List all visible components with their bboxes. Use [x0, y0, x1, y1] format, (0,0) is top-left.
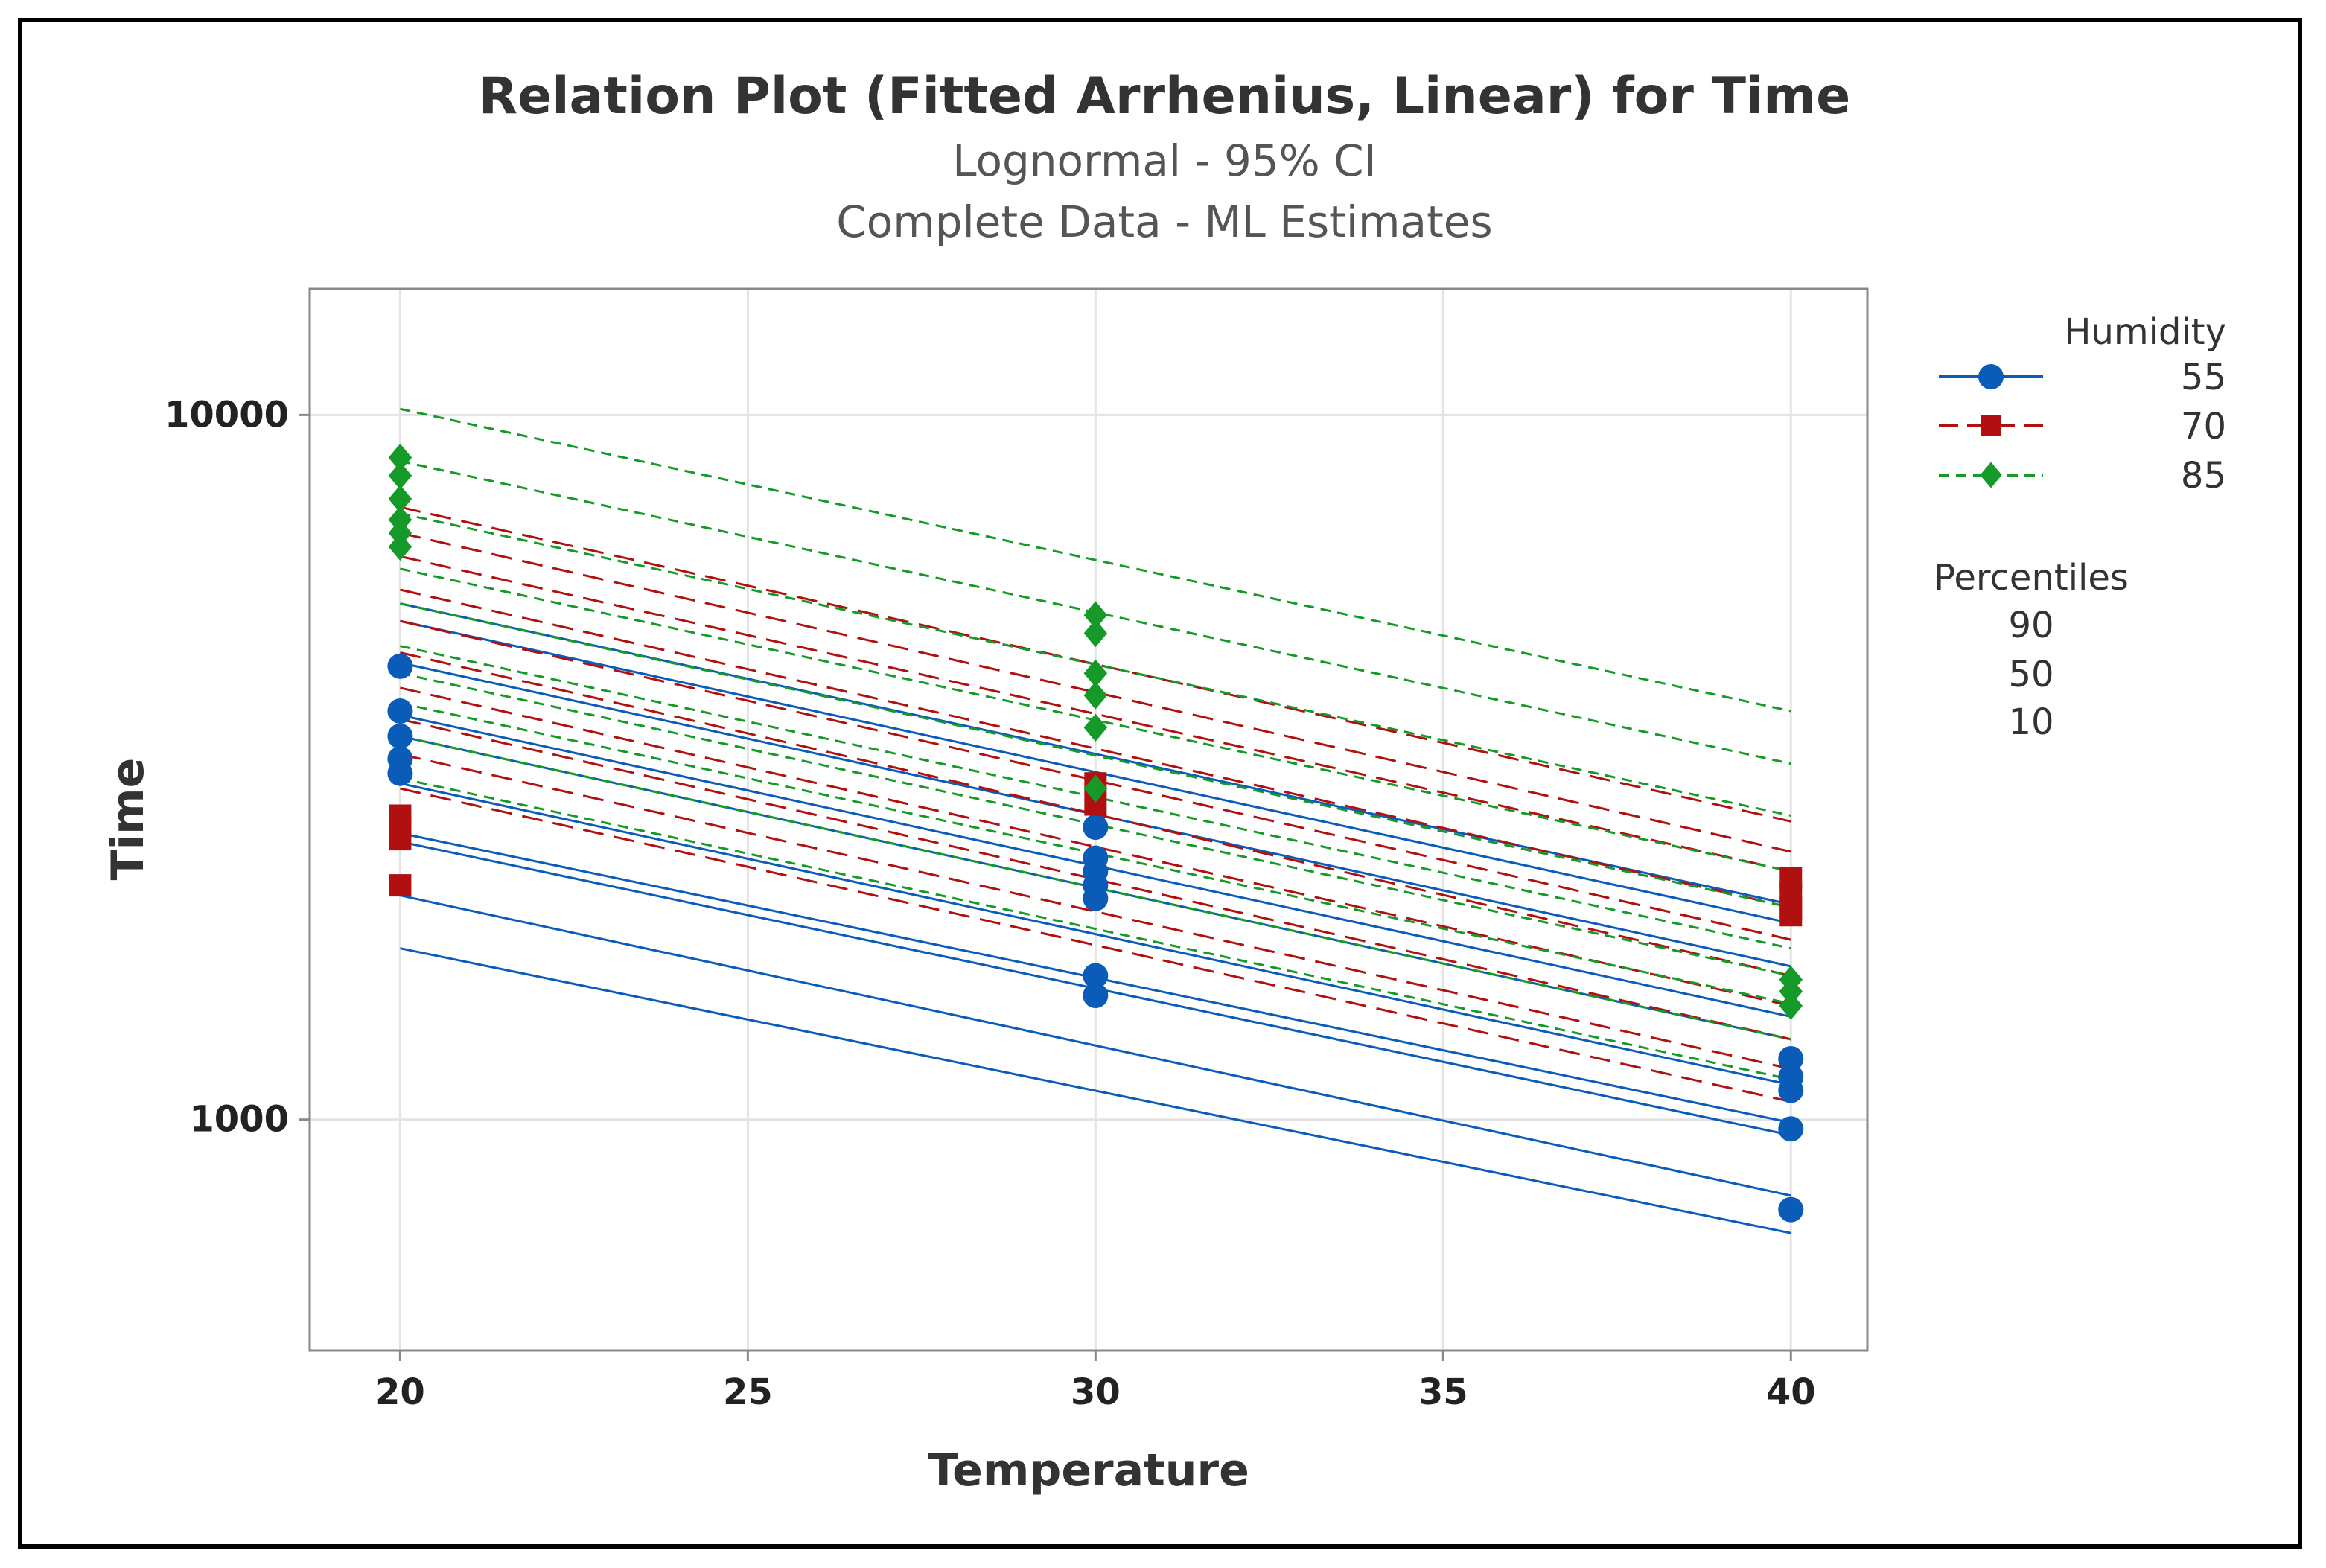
data-point-70: [389, 828, 412, 851]
data-point-55: [1778, 1196, 1804, 1223]
data-point-55: [1083, 814, 1109, 840]
legend-marker-85: [1980, 462, 2002, 488]
fitted-line-55: [400, 947, 1791, 1234]
fitted-line-55: [400, 782, 1791, 1086]
fitted-line-85: [400, 407, 1791, 713]
fitted-line-70: [400, 651, 1791, 977]
fitted-line-70: [400, 718, 1791, 1041]
y-tick-label: 10000: [165, 394, 289, 436]
data-point-85: [1083, 774, 1108, 803]
fitted-line-70: [400, 588, 1791, 909]
data-point-55: [1083, 885, 1109, 911]
fitted-line-85: [400, 777, 1791, 1081]
data-point-55: [387, 760, 413, 786]
legend-label-55: 55: [2181, 357, 2226, 398]
data-point-85: [388, 485, 412, 513]
x-tick-label: 25: [723, 1371, 773, 1413]
y-axis-label: Time: [102, 758, 154, 881]
data-points: [387, 443, 1804, 1223]
legend-marker-55: [1978, 364, 2004, 389]
data-point-55: [1778, 1077, 1804, 1103]
data-point-55: [1083, 963, 1109, 989]
data-point-70: [1779, 904, 1803, 927]
y-tick-label: 1000: [189, 1099, 289, 1141]
data-point-85: [1779, 977, 1803, 1006]
x-tick-label: 20: [375, 1371, 425, 1413]
legend-humidity-title: Humidity: [2064, 311, 2226, 353]
data-point-85: [1779, 992, 1803, 1020]
x-tick-label: 40: [1766, 1371, 1816, 1413]
x-axis-label: Temperature: [928, 1444, 1249, 1497]
chart-title: Relation Plot (Fitted Arrhenius, Linear)…: [479, 67, 1851, 126]
data-point-85: [388, 443, 412, 472]
fitted-line-70: [400, 619, 1791, 941]
legend-percentiles-title: Percentiles: [1934, 557, 2129, 599]
legend-percentile-50: 50: [2008, 654, 2053, 695]
legend-percentile-90: 90: [2008, 605, 2053, 646]
plot-area: [308, 287, 1869, 1352]
x-tick-label: 35: [1418, 1371, 1468, 1413]
data-point-55: [387, 653, 413, 679]
data-point-85: [1083, 681, 1108, 710]
chart-subtitle-2: Complete Data - ML Estimates: [836, 197, 1492, 247]
legend-label-70: 70: [2181, 406, 2226, 447]
legend-percentile-10: 10: [2008, 701, 2053, 743]
data-point-55: [1778, 1045, 1804, 1071]
legend-series: 55 70 85: [1939, 357, 2226, 497]
data-point-85: [388, 532, 412, 561]
chart-subtitle-1: Lognormal - 95% CI: [952, 136, 1377, 186]
legend-label-85: 85: [2181, 455, 2226, 497]
legend: Humidity 55 70 85 Percentiles 90 50 10: [1934, 311, 2226, 743]
fitted-line-70: [400, 753, 1791, 1071]
x-tick-label: 30: [1071, 1371, 1121, 1413]
fitted-line-70: [400, 555, 1791, 873]
data-point-55: [1778, 1116, 1804, 1142]
data-point-55: [1083, 983, 1109, 1009]
x-axis: 20 25 30 35 40: [375, 1351, 1816, 1413]
data-point-85: [1083, 619, 1108, 648]
fitted-line-55: [400, 619, 1791, 925]
fitted-line-70: [400, 532, 1791, 853]
fitted-line-55: [400, 894, 1791, 1197]
y-axis: 1000 10000: [165, 394, 310, 1141]
data-point-85: [1083, 601, 1108, 629]
fitted-line-70: [400, 787, 1791, 1103]
data-point-85: [1083, 659, 1108, 687]
fitted-line-85: [400, 602, 1791, 909]
legend-marker-70: [1981, 415, 2001, 436]
data-point-55: [387, 698, 413, 724]
data-point-70: [389, 874, 412, 897]
fitted-line-70: [400, 506, 1791, 823]
data-point-85: [388, 462, 412, 490]
data-point-85: [1083, 713, 1108, 742]
data-point-55: [387, 723, 413, 749]
